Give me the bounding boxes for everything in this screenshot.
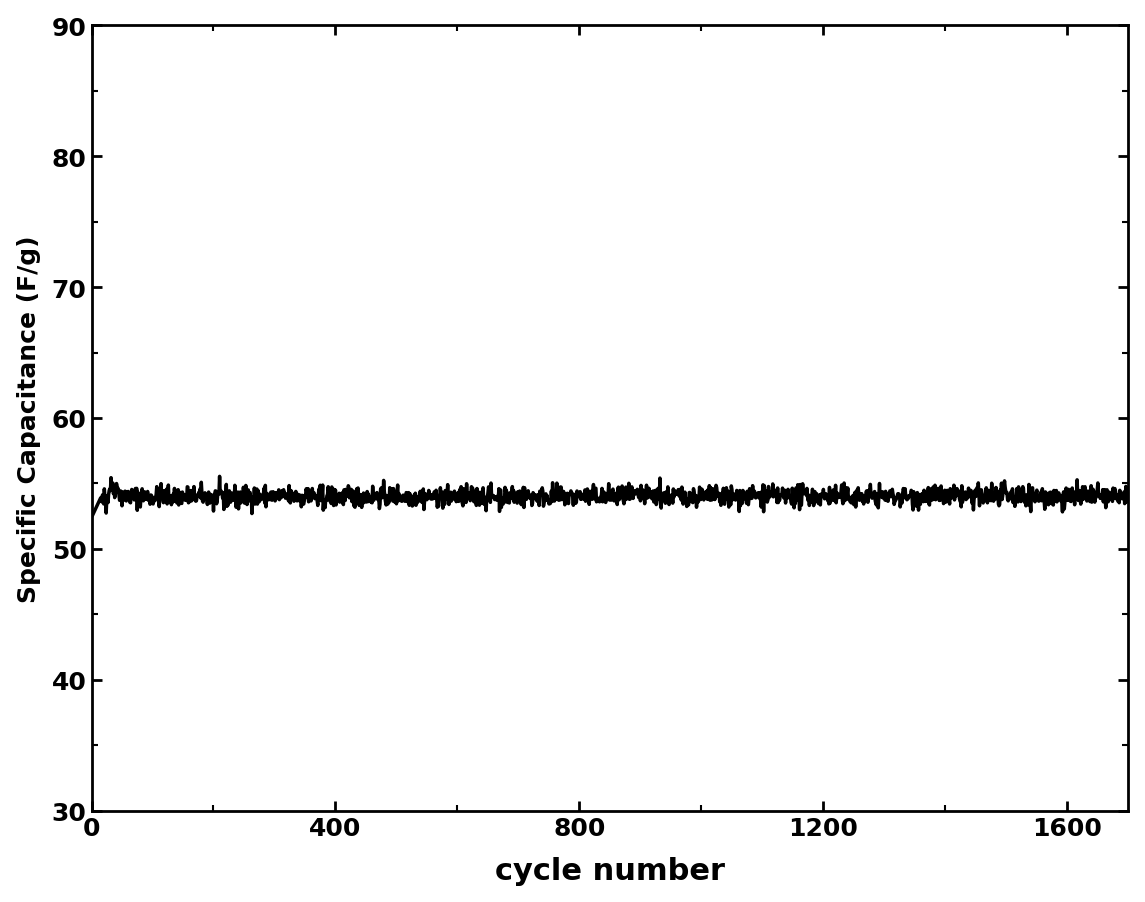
Y-axis label: Specific Capacitance (F/g): Specific Capacitance (F/g) [17,235,41,602]
X-axis label: cycle number: cycle number [495,856,725,886]
